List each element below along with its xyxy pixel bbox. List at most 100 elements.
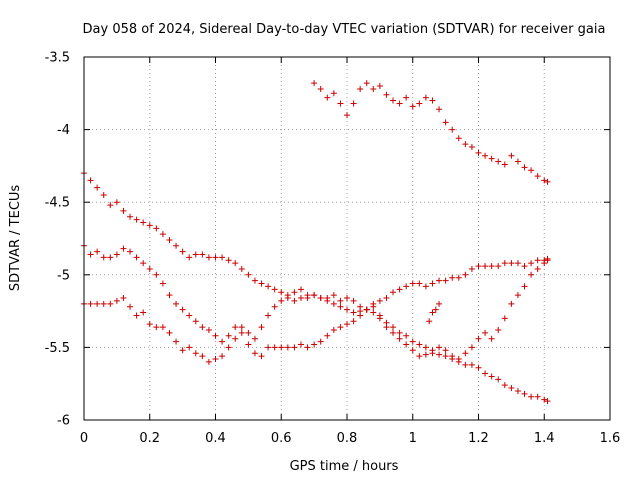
data-point	[199, 251, 206, 258]
data-point	[265, 312, 272, 319]
data-point	[212, 356, 219, 363]
data-point	[317, 295, 324, 302]
data-point	[133, 216, 140, 223]
data-point	[422, 351, 429, 358]
data-point	[541, 260, 548, 267]
data-point	[199, 353, 206, 360]
data-point	[455, 274, 462, 281]
data-point	[205, 326, 212, 333]
chart-title: Day 058 of 2024, Sidereal Day-to-day VTE…	[83, 22, 606, 37]
points-layer	[81, 80, 551, 405]
data-point	[544, 178, 551, 185]
data-point	[297, 286, 304, 293]
data-point	[337, 100, 344, 107]
data-point	[337, 297, 344, 304]
data-point	[225, 332, 232, 339]
data-point	[383, 91, 390, 98]
data-point	[376, 83, 383, 90]
data-point	[409, 280, 416, 287]
data-point	[232, 324, 239, 331]
data-point	[514, 158, 521, 165]
y-tick-label: -4	[57, 123, 70, 138]
data-point	[508, 152, 515, 159]
data-point	[245, 329, 252, 336]
data-point	[225, 257, 232, 264]
data-point	[179, 347, 186, 354]
data-point	[541, 396, 548, 403]
data-point	[271, 286, 278, 293]
data-point	[87, 177, 94, 184]
data-point	[330, 90, 337, 97]
data-point	[514, 260, 521, 267]
plot-frame	[83, 56, 611, 421]
data-point	[337, 324, 344, 331]
data-point	[100, 254, 107, 261]
data-point	[324, 295, 331, 302]
data-point	[495, 326, 502, 333]
data-point	[482, 263, 489, 270]
data-point	[304, 295, 311, 302]
data-point	[436, 106, 443, 113]
data-point	[488, 373, 495, 380]
data-point	[521, 283, 528, 290]
data-point	[350, 318, 357, 325]
data-point	[357, 312, 364, 319]
data-point	[521, 263, 528, 270]
data-point	[120, 245, 127, 252]
data-point	[521, 390, 528, 397]
data-point	[192, 251, 199, 258]
data-point	[501, 315, 508, 322]
y-tick-label: -5.5	[45, 341, 70, 356]
data-point	[534, 257, 541, 264]
data-point	[508, 260, 515, 267]
data-point	[495, 263, 502, 270]
x-tick-label: 0.6	[271, 431, 292, 446]
data-point	[120, 295, 127, 302]
data-point	[403, 94, 410, 101]
data-point	[534, 393, 541, 400]
data-point	[409, 103, 416, 110]
data-point	[107, 254, 114, 261]
data-point	[87, 251, 94, 258]
data-point	[514, 292, 521, 299]
x-tick-label: 0.2	[139, 431, 160, 446]
data-point	[390, 329, 397, 336]
series-track2	[81, 170, 551, 405]
data-point	[370, 85, 377, 92]
data-point	[462, 141, 469, 148]
data-point	[113, 297, 120, 304]
data-point	[146, 222, 153, 229]
data-point	[436, 351, 443, 358]
data-point	[488, 263, 495, 270]
data-point	[265, 344, 272, 351]
x-tick-label: 0	[80, 431, 88, 446]
data-point	[212, 332, 219, 339]
data-point	[508, 385, 515, 392]
data-point	[426, 318, 433, 325]
data-point	[219, 353, 226, 360]
data-point	[376, 312, 383, 319]
data-point	[409, 338, 416, 345]
data-point	[468, 344, 475, 351]
grid-layer	[84, 57, 610, 420]
data-point	[140, 260, 147, 267]
data-point	[429, 350, 436, 357]
data-point	[468, 265, 475, 272]
data-point	[383, 324, 390, 331]
data-point	[238, 265, 245, 272]
x-tick-label: 1.6	[600, 431, 621, 446]
data-point	[219, 254, 226, 261]
data-point	[186, 254, 193, 261]
data-point	[528, 167, 535, 174]
data-point	[140, 309, 147, 316]
data-point	[449, 353, 456, 360]
data-point	[192, 318, 199, 325]
data-point	[146, 321, 153, 328]
data-point	[297, 295, 304, 302]
data-point	[390, 97, 397, 104]
data-point	[317, 85, 324, 92]
data-point	[514, 387, 521, 394]
data-point	[449, 274, 456, 281]
data-point	[284, 295, 291, 302]
